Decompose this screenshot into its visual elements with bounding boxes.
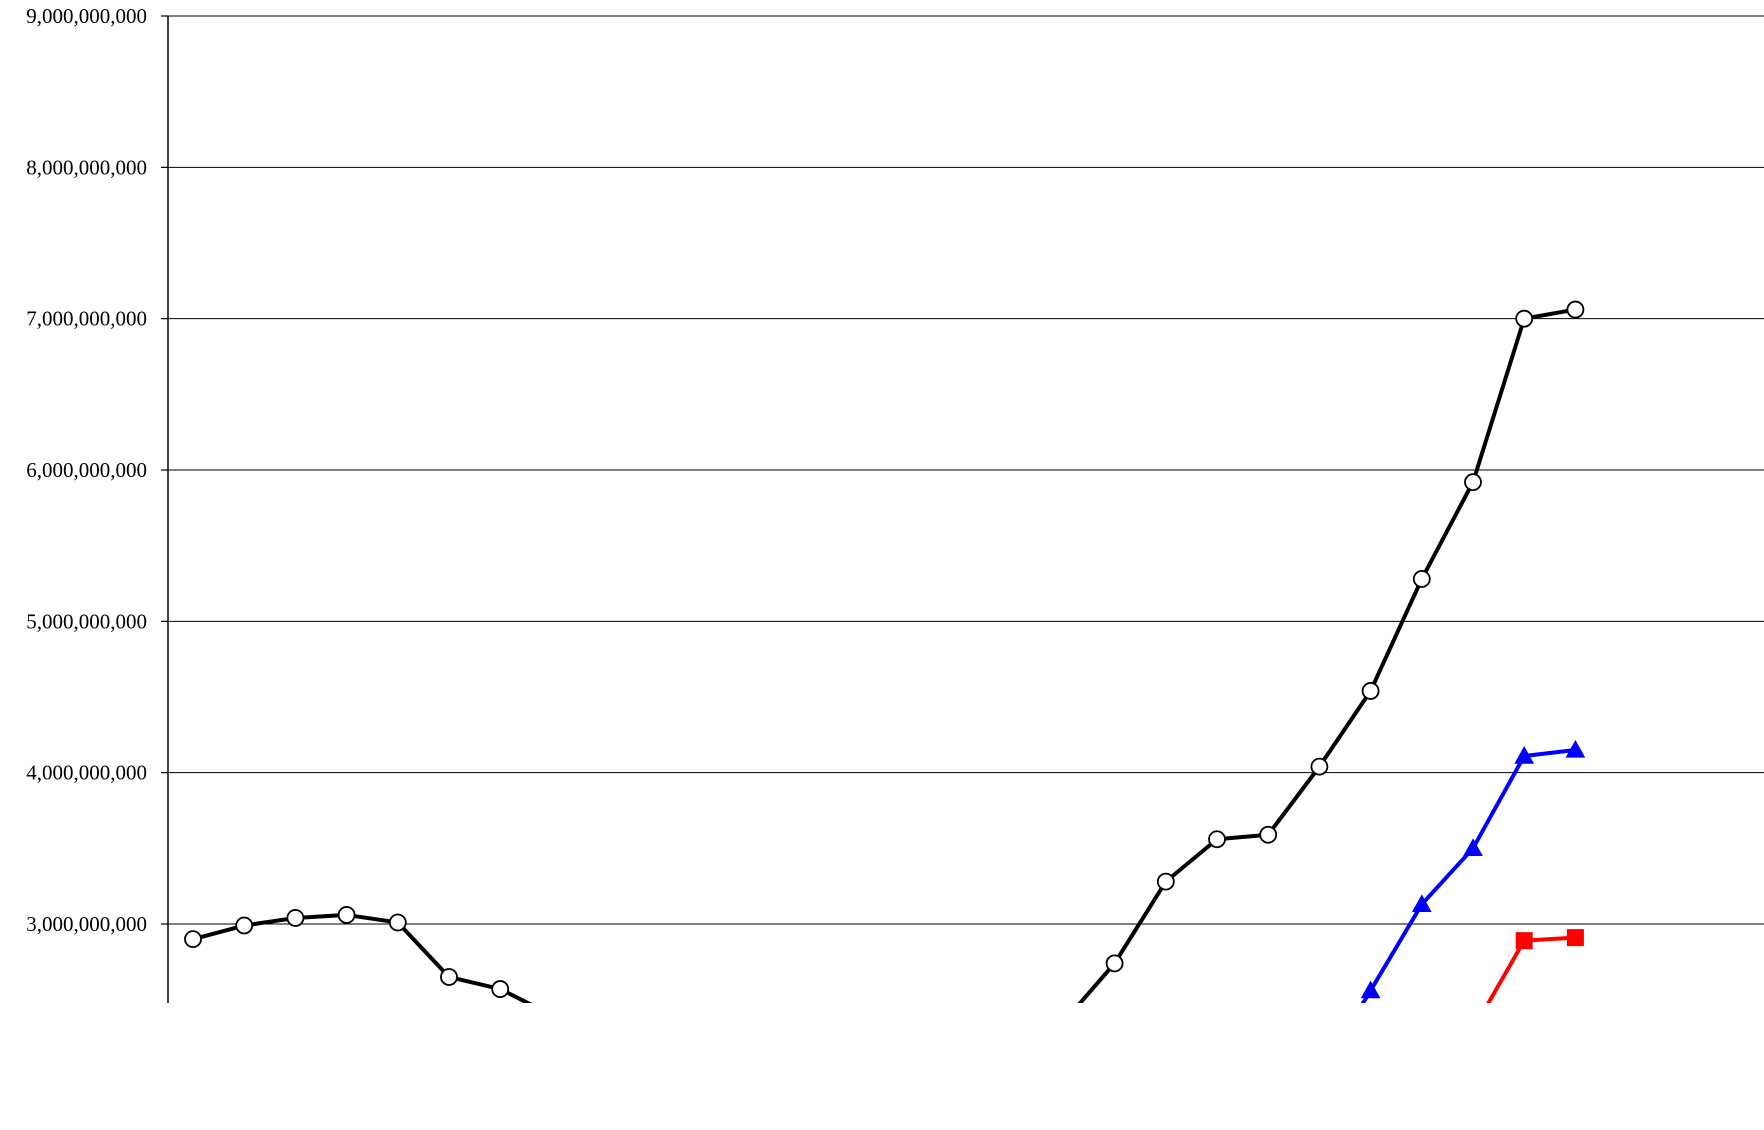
- data-point-circle: [1055, 1014, 1071, 1030]
- data-point-circle: [1259, 825, 1278, 844]
- data-point-circle: [235, 916, 254, 935]
- y-tick-label: 4,000,000,000: [26, 761, 147, 785]
- data-point-triangle: [1411, 894, 1432, 913]
- data-point-square: [1515, 932, 1533, 950]
- data-point-circle: [388, 913, 407, 932]
- data-point-circle: [286, 909, 305, 927]
- data-point-triangle: [1463, 838, 1483, 857]
- data-point-square: [1566, 929, 1584, 947]
- data-point-circle: [1464, 473, 1482, 492]
- series-layer: [184, 300, 1586, 1082]
- data-point-circle: [1105, 954, 1124, 973]
- data-point-circle: [1156, 872, 1175, 891]
- data-point-circle: [1310, 757, 1329, 776]
- y-tick-label: 5,000,000,000: [26, 609, 147, 633]
- y-tick-label: 9,000,000,000: [26, 4, 147, 28]
- data-point-circle: [1208, 830, 1226, 849]
- data-point-triangle: [1565, 739, 1586, 758]
- y-tick-label: 3,000,000,000: [26, 912, 147, 936]
- series-line-1: [1360, 747, 1576, 1003]
- gridlines: [168, 15, 1764, 925]
- data-point-circle: [1566, 300, 1585, 319]
- y-axis-ticks: 3,000,000,000 4,000,000,000 5,000,000,000 6…: [26, 4, 168, 936]
- data-point-circle: [491, 980, 510, 998]
- data-point-circle: [543, 1007, 559, 1023]
- y-tick-label: 8,000,000,000: [26, 155, 147, 179]
- data-point-square: [1465, 1022, 1481, 1038]
- data-point-circle: [184, 930, 202, 949]
- data-point-circle: [337, 906, 356, 924]
- data-point-circle: [1515, 309, 1534, 328]
- y-tick-label: 7,000,000,000: [26, 307, 147, 331]
- data-point-triangle: [1310, 1066, 1328, 1082]
- series-line-2: [1486, 935, 1576, 1003]
- data-point-triangle: [1360, 980, 1381, 999]
- data-point-circle: [1361, 682, 1380, 700]
- y-tick-label: 6,000,000,000: [26, 458, 147, 482]
- data-point-circle: [440, 968, 458, 986]
- data-point-triangle: [1514, 745, 1535, 764]
- data-point-circle: [1412, 570, 1431, 588]
